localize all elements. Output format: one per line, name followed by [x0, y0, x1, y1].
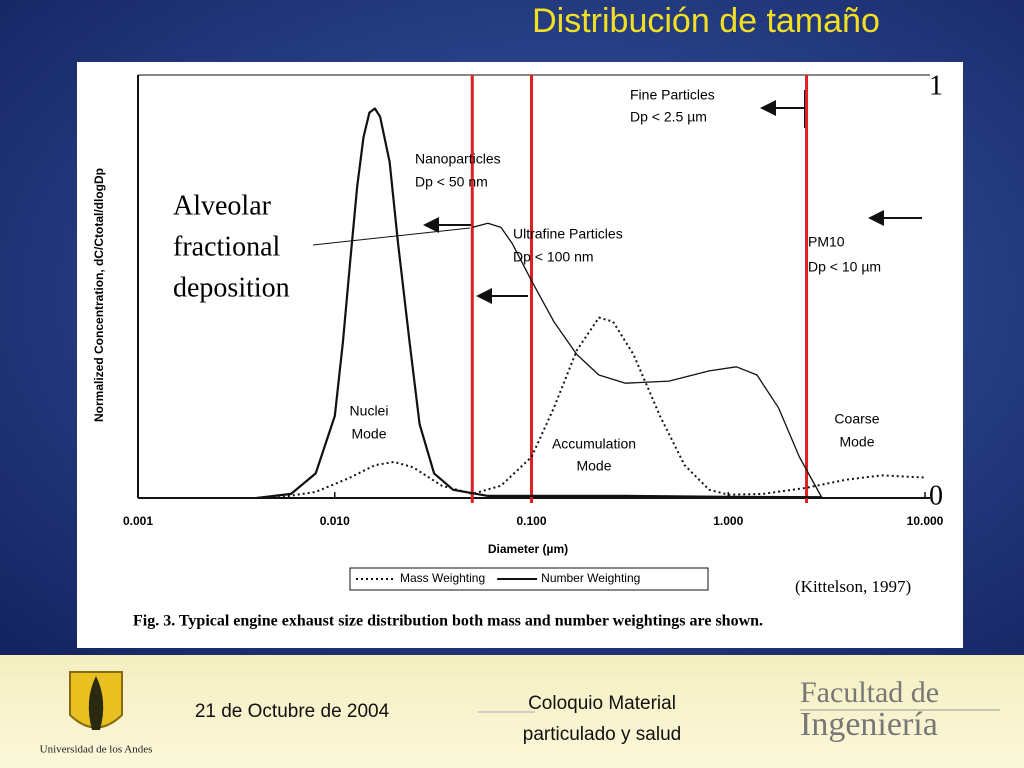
source: (Kittelson, 1997)	[795, 577, 911, 596]
legend-label: Number Weighting	[541, 571, 640, 585]
university-name: Universidad de los Andes	[40, 744, 153, 756]
x-tick-label: 0.001	[123, 514, 153, 528]
annotation: deposition	[173, 272, 290, 303]
y2-tick-label: 1	[929, 70, 943, 101]
series-line	[256, 107, 823, 500]
x-tick-label: 1.000	[713, 514, 743, 528]
plot: 0.001 0.010 0.100 1.000 10.000 0 1 Diameter (µm…	[92, 70, 944, 629]
y-axis-label: Normalized Concentration, dC/Ctotal/dlog…	[92, 168, 106, 422]
shield-tree	[88, 676, 104, 730]
chart-panel	[77, 62, 963, 648]
legend-box	[349, 567, 709, 591]
footer: Universidad de los Andes 21 de Octubre d…	[40, 671, 1000, 756]
annotation: Dp < 50 nm	[415, 174, 488, 190]
legend-label: Mass Weighting	[400, 571, 485, 585]
pointer-line	[312, 227, 471, 246]
annotation: Dp < 100 nm	[513, 249, 594, 265]
annotation: Dp < 2.5 µm	[630, 109, 707, 125]
x-tick-label: 10.000	[907, 514, 944, 528]
faculty-line: Facultad de	[800, 676, 939, 709]
annotation: Coarse	[834, 411, 879, 427]
annotation: Fine Particles	[630, 87, 715, 103]
event-line: particulado y salud	[523, 724, 681, 745]
series-line	[472, 222, 823, 499]
y2-tick-label: 0	[929, 480, 943, 511]
annotation: Ultrafine Particles	[513, 226, 623, 242]
annotation: Accumulation	[552, 436, 636, 452]
annotation: fractional	[173, 231, 280, 262]
annotation: Dp < 10 µm	[808, 259, 881, 275]
annotation: Nuclei	[350, 403, 389, 419]
x-tick-label: 0.010	[320, 514, 350, 528]
x-axis-label: Diameter (µm)	[488, 542, 568, 556]
annotation: Nanoparticles	[415, 151, 501, 167]
annotation: Alveolar	[173, 190, 272, 221]
annotation: PM10	[808, 234, 845, 250]
annotation: Mode	[839, 434, 874, 450]
series-line	[138, 316, 926, 499]
annotation: Mode	[576, 458, 611, 474]
faculty-line: Ingeniería	[800, 706, 938, 743]
date: 21 de Octubre de 2004	[195, 701, 390, 722]
annotation: Mode	[351, 426, 386, 442]
slide-title: Distribución de tamaño	[532, 2, 880, 40]
x-tick-label: 0.100	[516, 514, 546, 528]
caption: Fig. 3. Typical engine exhaust size dist…	[133, 613, 763, 630]
event-line: Coloquio Material	[528, 693, 676, 714]
